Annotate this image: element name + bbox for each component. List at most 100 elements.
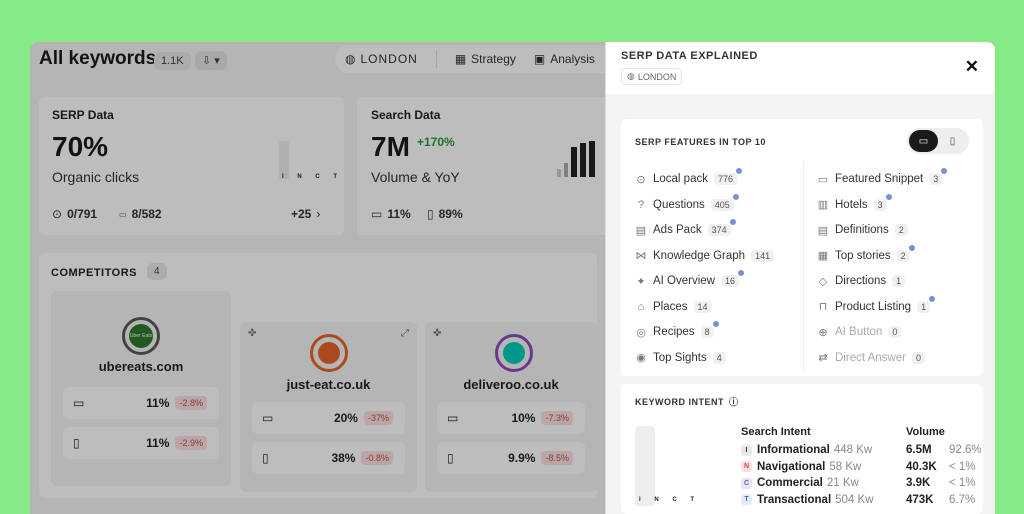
feature-count: 405 <box>710 192 740 211</box>
serp-feature-item[interactable]: ▭ Featured Snippet 3 <box>817 167 949 189</box>
competitor-name: ubereats.com <box>98 359 184 374</box>
serp-data-card[interactable]: SERP Data 70% Organic clicks I N C T ⊙ 0/… <box>39 97 344 235</box>
feature-count-value: 8 <box>704 327 710 337</box>
competitor-card[interactable]: ✜ deliveroo.co.uk ▭ 10% -7.3% ▯ 9.9% -8.5% <box>425 322 597 492</box>
feature-label: Directions <box>835 275 887 287</box>
new-badge-dot <box>884 192 893 201</box>
serp-feature-item[interactable]: ▤ Ads Pack 374 <box>635 218 737 240</box>
competitor-card[interactable]: ✜ ⤢ just-eat.co.uk ▭ 20% -37% ▯ 38% -0.8% <box>240 322 417 492</box>
mobile-change: -8.5% <box>541 451 573 465</box>
location-button[interactable]: ◍ LONDON <box>345 52 418 66</box>
feature-count: 1 <box>917 294 937 313</box>
feature-count: 1 <box>892 275 906 287</box>
new-badge-dot <box>735 167 744 175</box>
ubereats-logo-text: Uber Eats <box>129 324 153 348</box>
feature-label: Recipes <box>653 326 695 338</box>
competitors-section: COMPETITORS 4 Uber Eats ubereats.com ▭ 11… <box>39 253 597 498</box>
serp-feature-item[interactable]: ▤ Definitions 2 <box>817 220 908 240</box>
feature-count: 776 <box>713 167 744 185</box>
card-label: SERP Data <box>52 108 114 122</box>
desktop-value: 20% <box>333 411 358 425</box>
analysis-button[interactable]: ▣ Analysis <box>534 52 595 66</box>
serp-feature-item[interactable]: ⋈ Knowledge Graph 141 <box>635 246 775 266</box>
feature-icon: ▤ <box>635 224 647 237</box>
serp-feature-item[interactable]: ✦ AI Overview 16 <box>635 269 746 291</box>
feature-label: Definitions <box>835 224 889 236</box>
card-subtitle: Volume & YoY <box>371 169 460 185</box>
feature-icon: ? <box>637 198 645 211</box>
intent-percent: < 1% <box>949 460 976 473</box>
serp-feature-item[interactable]: ▦ Top stories 2 <box>817 243 916 266</box>
serp-feature-item[interactable]: ◎ Recipes 8 <box>635 320 720 342</box>
strategy-button[interactable]: ▦ Strategy <box>455 52 516 66</box>
feature-label: Top stories <box>835 249 891 262</box>
mobile-icon: ▯ <box>427 207 434 221</box>
intent-bar-letters: I N C T <box>282 174 343 180</box>
desktop-toggle[interactable]: ▭ <box>909 130 938 152</box>
intent-percent: 6.7% <box>949 493 976 506</box>
feature-count-value: 405 <box>714 199 730 210</box>
intent-keywords: 21 Kw <box>826 477 859 489</box>
feature-count: 14 <box>693 300 712 313</box>
intent-badge: T <box>741 494 752 505</box>
feature-count: 2 <box>894 224 908 236</box>
feature-count-value: 1 <box>921 301 927 312</box>
close-icon[interactable]: ✕ <box>964 57 979 76</box>
serp-feature-item[interactable]: ⇄ Direct Answer 0 <box>817 348 925 368</box>
stat1-value: 0/791 <box>67 207 98 221</box>
pin-icon[interactable]: ✜ <box>248 328 257 339</box>
feature-count: 16 <box>721 269 746 287</box>
intent-label: Informational <box>757 444 830 456</box>
serp-feature-item[interactable]: ⌂ Places 14 <box>635 297 712 317</box>
feature-icon: ◎ <box>636 326 646 339</box>
mobile-toggle[interactable]: ▯ <box>949 135 956 147</box>
volume-bars <box>557 137 595 177</box>
intent-bar <box>635 426 655 506</box>
feature-icon: ⌂ <box>637 300 645 313</box>
feature-count: 3 <box>873 192 893 211</box>
feature-label: Featured Snippet <box>835 173 924 185</box>
mobile-icon: ▯ <box>73 436 80 450</box>
ubereats-logo: Uber Eats <box>122 317 160 355</box>
analysis-label: Analysis <box>550 52 595 66</box>
card-label: Search Data <box>371 108 441 122</box>
info-icon[interactable]: ⓘ <box>729 397 739 407</box>
export-button[interactable]: ⇩ ▾ <box>195 51 227 70</box>
expand-icon[interactable]: ⤢ <box>401 328 409 339</box>
desktop-change: -2.8% <box>175 396 207 410</box>
pin-icon[interactable]: ✜ <box>433 328 442 339</box>
competitors-count: 4 <box>147 263 167 280</box>
serp-feature-item[interactable]: ⊙ Local pack 776 <box>635 167 744 189</box>
intent-badge: N <box>741 461 752 472</box>
new-badge-dot <box>928 294 937 303</box>
intent-percent: < 1% <box>949 477 976 489</box>
feature-label: AI Button <box>835 326 883 338</box>
keyword-intent-section: KEYWORD INTENT ⓘ I N C T Search Intent Vo… <box>621 384 983 514</box>
section-title: SERP FEATURES IN TOP 10 <box>635 137 766 147</box>
feature-icon: ⋈ <box>635 250 647 262</box>
feature-count-value: 16 <box>725 276 736 286</box>
serp-feature-item[interactable]: ◇ Directions 1 <box>817 271 906 291</box>
serp-feature-item[interactable]: ? Questions 405 <box>635 192 740 215</box>
card-value: 7M <box>371 131 410 162</box>
ads-icon: ▭ <box>119 209 127 219</box>
search-data-card[interactable]: Search Data 7M +170% Volume & YoY ▭ 11% ▯… <box>357 97 617 235</box>
feature-label: Top Sights <box>653 351 707 364</box>
competitor-name: deliveroo.co.uk <box>463 377 559 392</box>
serp-feature-item[interactable]: ⊕ AI Button 0 <box>817 322 902 342</box>
desktop-row: ▭ 11% -2.8% <box>63 387 219 419</box>
serp-feature-item[interactable]: ◉ Top Sights 4 <box>635 348 726 368</box>
desktop-icon: ▭ <box>73 396 85 410</box>
feature-icon: ⊓ <box>818 301 828 313</box>
more-link[interactable]: +25 › <box>291 207 320 221</box>
feature-icon: ⇄ <box>818 352 828 364</box>
feature-label: Direct Answer <box>835 351 906 364</box>
serp-feature-item[interactable]: ▥ Hotels 3 <box>817 192 893 215</box>
competitor-card[interactable]: Uber Eats ubereats.com ▭ 11% -2.8% ▯ 11% -2.… <box>51 291 231 486</box>
feature-count-value: 1 <box>896 276 902 286</box>
intent-keywords: 448 Kw <box>833 444 873 456</box>
intent-label: Commercial <box>757 477 823 489</box>
intent-badge: I <box>741 444 752 456</box>
feature-count-value: 0 <box>892 327 898 337</box>
serp-feature-item[interactable]: ⊓ Product Listing 1 <box>817 294 937 317</box>
